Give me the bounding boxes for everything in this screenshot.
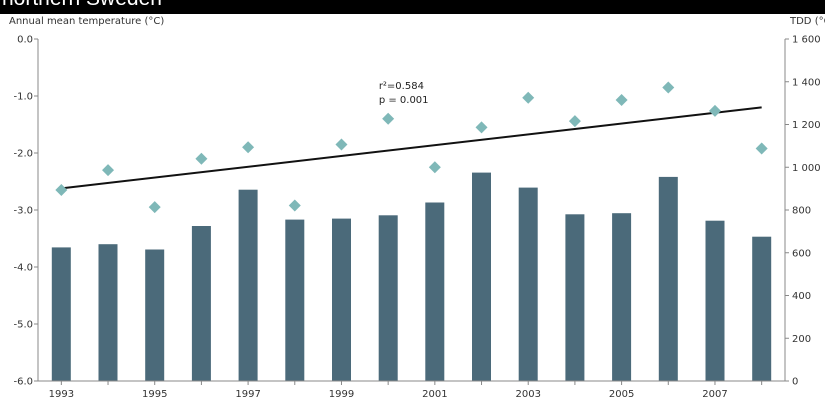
y-left-axis-title: Annual mean temperature (°C) xyxy=(9,16,164,27)
bar xyxy=(658,176,678,381)
scatter-point xyxy=(102,164,115,177)
y-left-tick-label: 0.0 xyxy=(17,35,33,46)
x-tick-label: 2005 xyxy=(609,389,634,400)
x-tick-label: 1993 xyxy=(49,389,74,400)
scatter-point xyxy=(195,152,208,165)
y-left-tick-label: -6.0 xyxy=(13,377,33,388)
x-tick-label: 1995 xyxy=(142,389,167,400)
x-tick-label: 1999 xyxy=(329,389,354,400)
annotation: p = 0.001 xyxy=(379,95,429,106)
scatter-point xyxy=(428,161,441,174)
bar xyxy=(425,202,445,381)
scatter-point xyxy=(475,121,488,134)
y-left-tick-label: -1.0 xyxy=(13,92,33,103)
bar xyxy=(518,187,538,381)
bars-group xyxy=(51,172,772,381)
bar xyxy=(285,219,305,381)
scatter-point xyxy=(615,93,628,106)
y-right-tick-label: 600 xyxy=(792,248,811,259)
y-right-tick-label: 1 000 xyxy=(792,163,821,174)
y-left-tick-label: -2.0 xyxy=(13,149,33,160)
points-group xyxy=(55,81,768,214)
y-right-tick-label: 1 600 xyxy=(792,35,821,46)
bar xyxy=(238,189,258,381)
y-left-tick-label: -3.0 xyxy=(13,206,33,217)
bar xyxy=(51,247,71,381)
y-right-tick-label: 800 xyxy=(792,206,811,217)
scatter-point xyxy=(708,104,721,117)
x-tick-label: 1997 xyxy=(235,389,260,400)
scatter-point xyxy=(335,138,348,151)
scatter-point xyxy=(382,112,395,125)
labels-group: Annual mean temperature (°C) TDD (°C r²=… xyxy=(9,16,825,106)
y-right-tick-label: 0 xyxy=(792,377,798,388)
axes-group: 0.0 -1.0 -2.0 -3.0 -4.0 -5.0 -6.0 0 200 400 600 800… xyxy=(13,35,820,401)
scatter-point xyxy=(755,142,768,155)
x-tick-label: 2007 xyxy=(702,389,727,400)
annotation: r²=0.584 xyxy=(379,81,424,92)
y-right-tick-label: 1 200 xyxy=(792,120,821,131)
scatter-point xyxy=(242,141,255,154)
bar xyxy=(98,244,118,381)
x-tick-label: 2003 xyxy=(515,389,540,400)
y-left-tick-label: -5.0 xyxy=(13,320,33,331)
y-right-tick-label: 400 xyxy=(792,291,811,302)
x-tick-label: 2001 xyxy=(422,389,447,400)
bar xyxy=(332,218,351,381)
chart-title: northern Sweden xyxy=(2,0,162,11)
title-bar: northern Sweden xyxy=(0,0,825,14)
trend-group xyxy=(61,106,762,190)
bar xyxy=(145,249,165,381)
bar xyxy=(612,213,632,381)
scatter-point xyxy=(522,91,535,104)
y-right-tick-label: 1 400 xyxy=(792,77,821,88)
y-right-tick-label: 200 xyxy=(792,334,811,345)
scatter-point xyxy=(55,184,68,197)
bar xyxy=(752,236,772,381)
y-right-axis-title: TDD (°C xyxy=(789,16,825,27)
bar xyxy=(191,226,211,381)
y-left-tick-label: -4.0 xyxy=(13,263,33,274)
bar xyxy=(705,220,725,381)
bar xyxy=(565,214,585,381)
bar xyxy=(472,172,491,381)
trend-line xyxy=(61,106,762,190)
bar xyxy=(378,215,398,381)
scatter-point xyxy=(288,199,301,212)
scatter-point xyxy=(148,201,161,214)
scatter-point xyxy=(662,81,675,94)
scatter-point xyxy=(568,115,581,128)
